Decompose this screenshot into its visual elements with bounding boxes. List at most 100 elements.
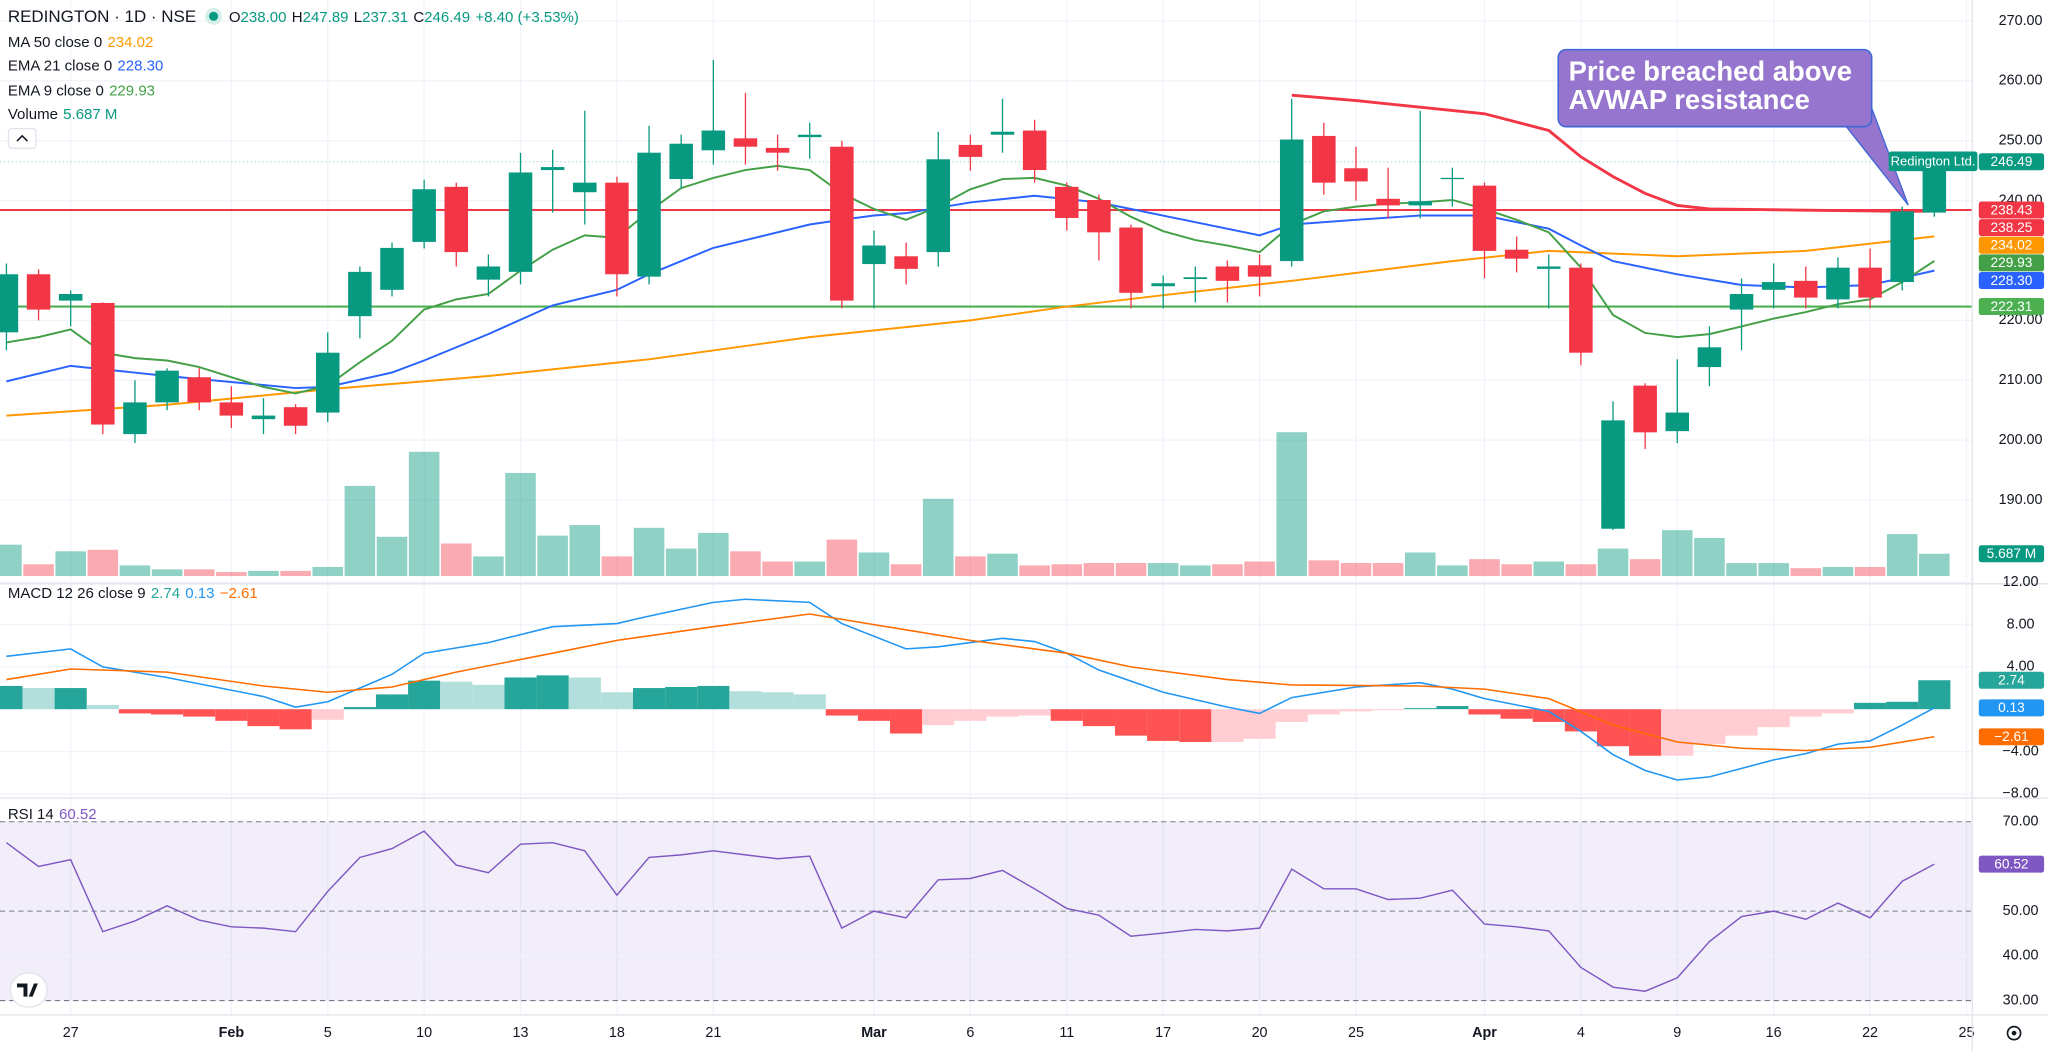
volume-bar <box>1726 563 1757 576</box>
x-tick-label: 5 <box>324 1025 332 1041</box>
volume-bar <box>955 556 986 576</box>
volume-bar <box>1469 559 1500 576</box>
candle-body <box>1633 385 1657 433</box>
candle-body <box>444 186 469 253</box>
volume-bar <box>1019 565 1050 576</box>
candle-body <box>476 266 501 280</box>
candle-body <box>1665 412 1690 432</box>
settings-icon-center[interactable] <box>2011 1030 2017 1036</box>
macd-histogram-bar <box>472 684 505 710</box>
legend-value: 5.687 M <box>63 107 118 124</box>
volume-bar <box>1886 534 1918 576</box>
macd-histogram-bar <box>1789 709 1822 717</box>
macd-histogram-bar <box>54 688 87 710</box>
volume-bar <box>1822 566 1854 576</box>
candle-body <box>1183 277 1208 280</box>
price-tag: 246.49 <box>1990 154 2032 169</box>
volume-bar <box>1565 564 1597 576</box>
collapse-legend-button[interactable] <box>7 127 37 149</box>
macd-histogram-bar <box>1886 701 1919 710</box>
macd-histogram-bar <box>1500 709 1533 719</box>
price-tag: 5.687 M <box>1987 546 2037 561</box>
macd-histogram-bar <box>183 709 216 717</box>
settings-icon[interactable] <box>2006 1025 2022 1041</box>
volume-bar <box>1854 566 1886 576</box>
x-tick-label: 27 <box>63 1025 79 1041</box>
x-tick-label: 18 <box>609 1025 625 1041</box>
volume-bar <box>0 544 22 576</box>
macd-histogram-bar <box>954 709 987 721</box>
volume-bar <box>473 556 504 576</box>
macd-histogram-bar <box>22 688 55 710</box>
legend-row: Volume 5.687 M <box>8 104 579 128</box>
macd-histogram-bar <box>375 694 409 710</box>
macd-histogram-bar <box>632 688 666 710</box>
price-tag-box <box>1978 272 2045 290</box>
price-tag-box <box>1978 855 2045 873</box>
y-tick-label: 50.00 <box>2003 903 2039 919</box>
candle-body <box>862 245 886 265</box>
y-tick-label: −8.00 <box>2002 786 2038 802</box>
x-tick-label: 22 <box>1862 1025 1878 1041</box>
volume-bar <box>633 527 665 576</box>
volume-bar <box>216 572 247 576</box>
macd-histogram-bar <box>1821 709 1854 714</box>
y-tick-label: 30.00 <box>2003 992 2039 1008</box>
candle-body <box>1055 186 1079 218</box>
y-tick-label: 8.00 <box>2007 616 2035 632</box>
y-tick-label: 210.00 <box>1999 372 2043 388</box>
macd-histogram-bar <box>1275 709 1308 722</box>
price-tag-box <box>1978 236 2045 254</box>
price-tag-box <box>1978 728 2045 746</box>
collapse-icon[interactable] <box>9 129 35 147</box>
price-tag-box <box>1978 153 2045 171</box>
legend-row: EMA 9 close 0 229.93 <box>8 79 579 103</box>
quote-change: +8.40 (+3.53%) <box>475 10 579 27</box>
volume-bar <box>858 552 890 576</box>
volume-bar <box>1340 563 1372 576</box>
candle-body <box>1601 420 1625 529</box>
chevron[interactable] <box>16 134 28 142</box>
price-legend: REDINGTON · 1D · NSE O238.00 H247.89 L237.3… <box>8 5 579 128</box>
legend-row: MACD 12 26 close 9 2.74 0.13 −2.61 <box>8 583 258 607</box>
volume-bar <box>1597 548 1629 576</box>
rsi-legend: RSI 14 60.52 <box>8 803 97 827</box>
legend-label: RSI 14 <box>7 807 54 823</box>
candle-body <box>1472 185 1497 251</box>
candle-body <box>26 274 51 310</box>
macd-histogram-bar <box>1211 709 1244 742</box>
macd-histogram-bar <box>1757 709 1790 728</box>
volume-bar <box>1501 564 1532 576</box>
macd-histogram-bar <box>1693 709 1726 745</box>
legend-value: 234.02 <box>107 34 154 51</box>
price-tag: −2.61 <box>1994 729 2029 744</box>
legend-label: MACD 12 26 close 9 <box>7 586 146 603</box>
x-tick-label: Mar <box>861 1025 887 1041</box>
y-tick-label: −4.00 <box>2002 743 2038 759</box>
macd-histogram-bar <box>215 709 248 721</box>
macd-histogram-bar <box>311 709 344 720</box>
candle-body <box>797 134 822 138</box>
macd-histogram-bar <box>279 709 312 730</box>
macd-histogram-bar <box>1725 709 1758 736</box>
candle-body <box>701 130 726 151</box>
macd-histogram-bar <box>986 709 1019 717</box>
y-tick-label: 250.00 <box>1999 133 2043 149</box>
volume-bar <box>1790 568 1822 576</box>
macd-histogram-bar <box>1147 709 1180 741</box>
settings-button[interactable] <box>2006 1025 2022 1041</box>
x-tick-label: Feb <box>219 1025 245 1041</box>
volume-bar <box>312 566 344 576</box>
x-tick-label: 17 <box>1155 1025 1171 1041</box>
volume-bar <box>1758 563 1789 576</box>
volume-bar <box>922 498 954 576</box>
candle-body <box>958 144 983 157</box>
candle-body <box>926 159 951 253</box>
legend-row: EMA 21 close 0 228.30 <box>8 55 579 79</box>
quote-key: C <box>413 10 425 27</box>
candle-body <box>283 407 308 426</box>
candle-body <box>1087 200 1111 233</box>
x-tick-label: 25 <box>1958 1025 1974 1041</box>
quote-key: L <box>353 10 363 27</box>
